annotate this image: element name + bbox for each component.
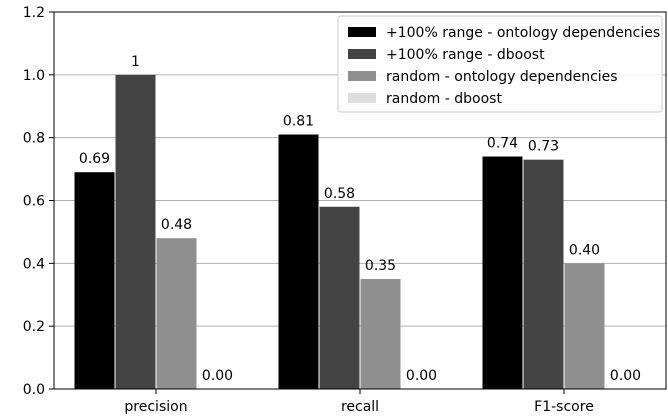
legend-swatch (348, 71, 376, 81)
bar-value-label: 1 (131, 54, 140, 70)
bar-value-label: 0.40 (569, 242, 600, 258)
legend-swatch (348, 27, 376, 37)
legend-label: random - dboost (386, 91, 502, 107)
y-tick-label: 0.8 (23, 131, 45, 147)
bar-value-label: 0.58 (324, 186, 355, 202)
legend-box (337, 15, 663, 113)
bar (278, 134, 319, 389)
legend-swatch (348, 49, 376, 59)
x-axis: precision recall F1-score (124, 389, 594, 415)
bar (482, 156, 523, 389)
x-tick-label: recall (341, 399, 379, 415)
legend-swatch (348, 93, 376, 103)
bar-value-label: 0.48 (161, 217, 192, 233)
bar-value-label: 0.00 (202, 368, 233, 384)
bar (115, 74, 156, 389)
bar (156, 238, 197, 389)
bar (360, 279, 401, 389)
legend-label: +100% range - ontology dependencies (386, 25, 660, 41)
bar (523, 159, 564, 389)
bar-value-label: 0.35 (365, 258, 396, 274)
bar-value-label: 0.69 (79, 151, 110, 167)
bars (74, 74, 605, 389)
bar-value-labels: 0.69 1 0.48 0.00 0.81 0.58 0.35 0.00 0.74 0.73 0.4… (79, 54, 641, 384)
y-tick-label: 1.2 (23, 5, 45, 21)
bar-value-label: 0.74 (487, 136, 518, 152)
y-tick-label: 0.6 (23, 194, 45, 210)
y-tick-label: 0.0 (23, 382, 45, 398)
legend-label: random - ontology dependencies (386, 69, 618, 85)
bar (74, 172, 115, 389)
bar-value-label: 0.00 (406, 368, 437, 384)
legend-label: +100% range - dboost (386, 47, 545, 63)
bar (319, 206, 360, 389)
legend: +100% range - ontology dependencies +100%… (337, 15, 663, 113)
bar (564, 263, 605, 389)
y-tick-label: 1.0 (23, 68, 45, 84)
bar-value-label: 0.00 (610, 368, 641, 384)
bar-value-label: 0.73 (528, 139, 559, 155)
x-tick-label: F1-score (534, 399, 594, 415)
x-tick-label: precision (124, 399, 187, 415)
y-axis: 0.0 0.2 0.4 0.6 0.8 1.0 1.2 (23, 5, 54, 398)
y-tick-label: 0.2 (23, 319, 45, 335)
y-tick-label: 0.4 (23, 256, 45, 272)
bar-value-label: 0.81 (283, 114, 314, 130)
